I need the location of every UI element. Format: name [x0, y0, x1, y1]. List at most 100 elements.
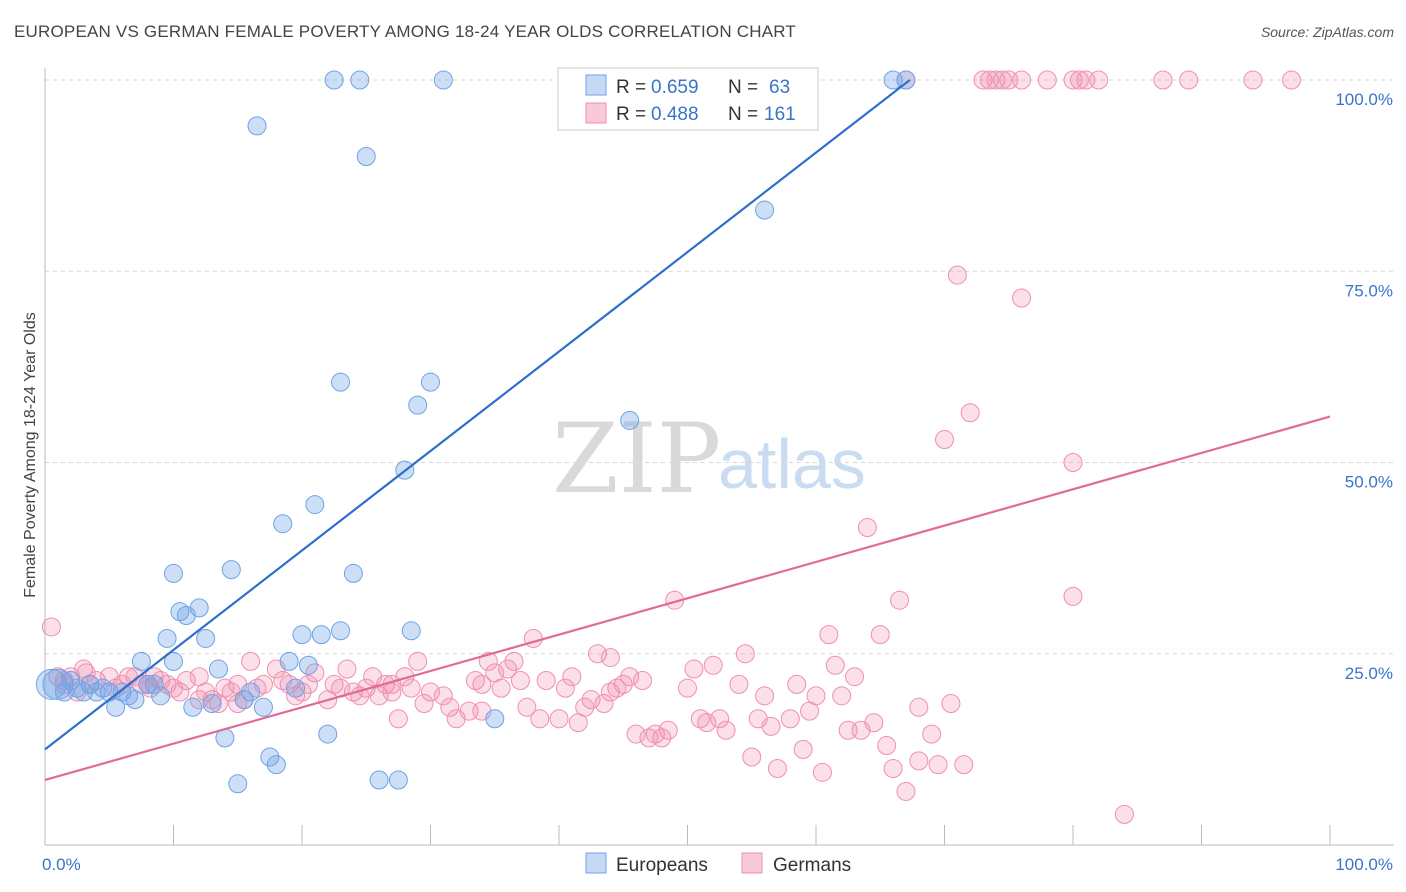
- stats-legend: R = 0.659 N = 63 R = 0.488 N = 161: [557, 67, 819, 131]
- europeans-points: [35, 70, 916, 794]
- legend-n-label-2: N =: [728, 104, 758, 125]
- y-tick-labels: 25.0% 50.0% 75.0% 100.0%: [1335, 90, 1393, 683]
- legend-swatch-germans: [585, 102, 607, 124]
- germans-point-50: [401, 678, 421, 698]
- germans-point-118: [877, 736, 897, 756]
- europeans-point-54: [401, 621, 421, 641]
- europeans-point-46: [331, 621, 351, 641]
- germans-point-116: [864, 713, 884, 733]
- germans-point-153: [76, 663, 96, 683]
- bottom-legend-swatch-europeans: [585, 852, 607, 874]
- germans-point-143: [1069, 70, 1089, 90]
- series-legend: Europeans Germans: [585, 852, 851, 876]
- europeans-point-20: [164, 563, 183, 583]
- y-axis-title: Female Poverty Among 18-24 Year Olds: [22, 312, 39, 598]
- grid-lines: [45, 79, 1394, 655]
- germans-point-69: [536, 671, 556, 691]
- germans-point-108: [812, 762, 832, 782]
- germans-point-62: [491, 678, 511, 698]
- europeans-point-23: [183, 697, 203, 717]
- germans-point-87: [658, 720, 678, 740]
- legend-n-value-2: 161: [764, 104, 796, 125]
- germans-point-54: [433, 686, 453, 706]
- germans-point-52: [414, 693, 434, 713]
- europeans-point-55: [408, 395, 428, 415]
- germans-point-51: [408, 651, 428, 671]
- watermark-atlas: atlas: [718, 425, 866, 503]
- y-tick-label-0: 25.0%: [1345, 664, 1393, 683]
- germans-point-40: [337, 659, 357, 679]
- germans-point-131: [960, 403, 980, 423]
- germans-point-20: [196, 682, 216, 702]
- europeans-point-27: [208, 659, 228, 679]
- germans-point-135: [992, 70, 1012, 90]
- chart-title: EUROPEAN VS GERMAN FEMALE POVERTY AMONG …: [14, 22, 796, 41]
- europeans-point-41: [298, 655, 318, 675]
- germans-point-74: [575, 697, 595, 717]
- germans-point-94: [710, 709, 730, 729]
- europeans-point-59: [620, 410, 640, 430]
- germans-point-117: [870, 625, 890, 645]
- germans-point-96: [729, 674, 749, 694]
- germans-point-123: [909, 697, 929, 717]
- germans-point-150: [1281, 70, 1301, 90]
- x-tick-label-0: 0.0%: [42, 855, 81, 874]
- y-tick-label-1: 50.0%: [1345, 473, 1393, 492]
- germans-point-120: [890, 590, 910, 610]
- europeans-point-6: [80, 674, 100, 694]
- germans-point-55: [440, 697, 460, 717]
- germans-point-147: [1153, 70, 1173, 90]
- germans-point-89: [678, 678, 697, 698]
- germans-point-65: [510, 671, 530, 691]
- europeans-point-30: [228, 774, 248, 794]
- germans-point-75: [581, 690, 601, 710]
- germans-point-115: [857, 518, 877, 538]
- trend-lines: [44, 79, 1331, 782]
- legend-swatch-europeans: [585, 74, 607, 96]
- germans-point-125: [922, 724, 942, 744]
- bottom-legend-europeans: Europeans: [616, 855, 708, 876]
- bottom-legend-germans: Germans: [773, 855, 851, 876]
- germans-point-71: [555, 678, 575, 698]
- europeans-point-32: [241, 682, 261, 702]
- germans-point-129: [947, 265, 967, 285]
- europeans-point-39: [286, 678, 306, 698]
- germans-point-103: [780, 709, 800, 729]
- germans-point-101: [761, 716, 781, 736]
- legend-r-label-2: R =: [616, 104, 646, 125]
- axes: [44, 68, 1394, 846]
- x-tick-labels: 0.0% 100.0%: [42, 855, 1393, 874]
- europeans-point-37: [273, 514, 293, 534]
- europeans-point-43: [311, 625, 331, 645]
- europeans-point-44: [318, 724, 338, 744]
- germans-point-18: [176, 671, 196, 691]
- germans-point-149: [1243, 70, 1263, 90]
- germans-point-130: [954, 755, 974, 775]
- germans-point-107: [806, 686, 826, 706]
- germans-point-93: [703, 655, 723, 675]
- europeans-point-62: [896, 70, 916, 90]
- germans-point-95: [716, 720, 736, 740]
- europeans-point-0: [35, 668, 67, 700]
- germans-trend-line: [44, 415, 1331, 782]
- europeans-point-38: [279, 651, 299, 671]
- europeans-point-14: [131, 651, 151, 671]
- germans-point-86: [652, 728, 672, 748]
- germans-point-35: [298, 674, 318, 694]
- europeans-point-60: [755, 200, 775, 220]
- europeans-point-17: [151, 686, 171, 706]
- legend-r-label-1: R =: [616, 77, 646, 98]
- germans-point-17: [170, 682, 190, 702]
- germans-point-92: [697, 713, 717, 733]
- europeans-point-18: [157, 628, 177, 648]
- germans-point-145: [1089, 70, 1109, 90]
- europeans-point-13: [125, 690, 145, 710]
- germans-point-83: [633, 671, 653, 691]
- germans-point-70: [549, 709, 569, 729]
- europeans-point-45: [324, 70, 344, 90]
- europeans-point-25: [196, 628, 216, 648]
- germans-point-66: [517, 697, 537, 717]
- y-tick-label-3: 100.0%: [1335, 90, 1393, 109]
- europeans-point-3: [61, 671, 81, 691]
- x-tick-label-1: 100.0%: [1335, 855, 1393, 874]
